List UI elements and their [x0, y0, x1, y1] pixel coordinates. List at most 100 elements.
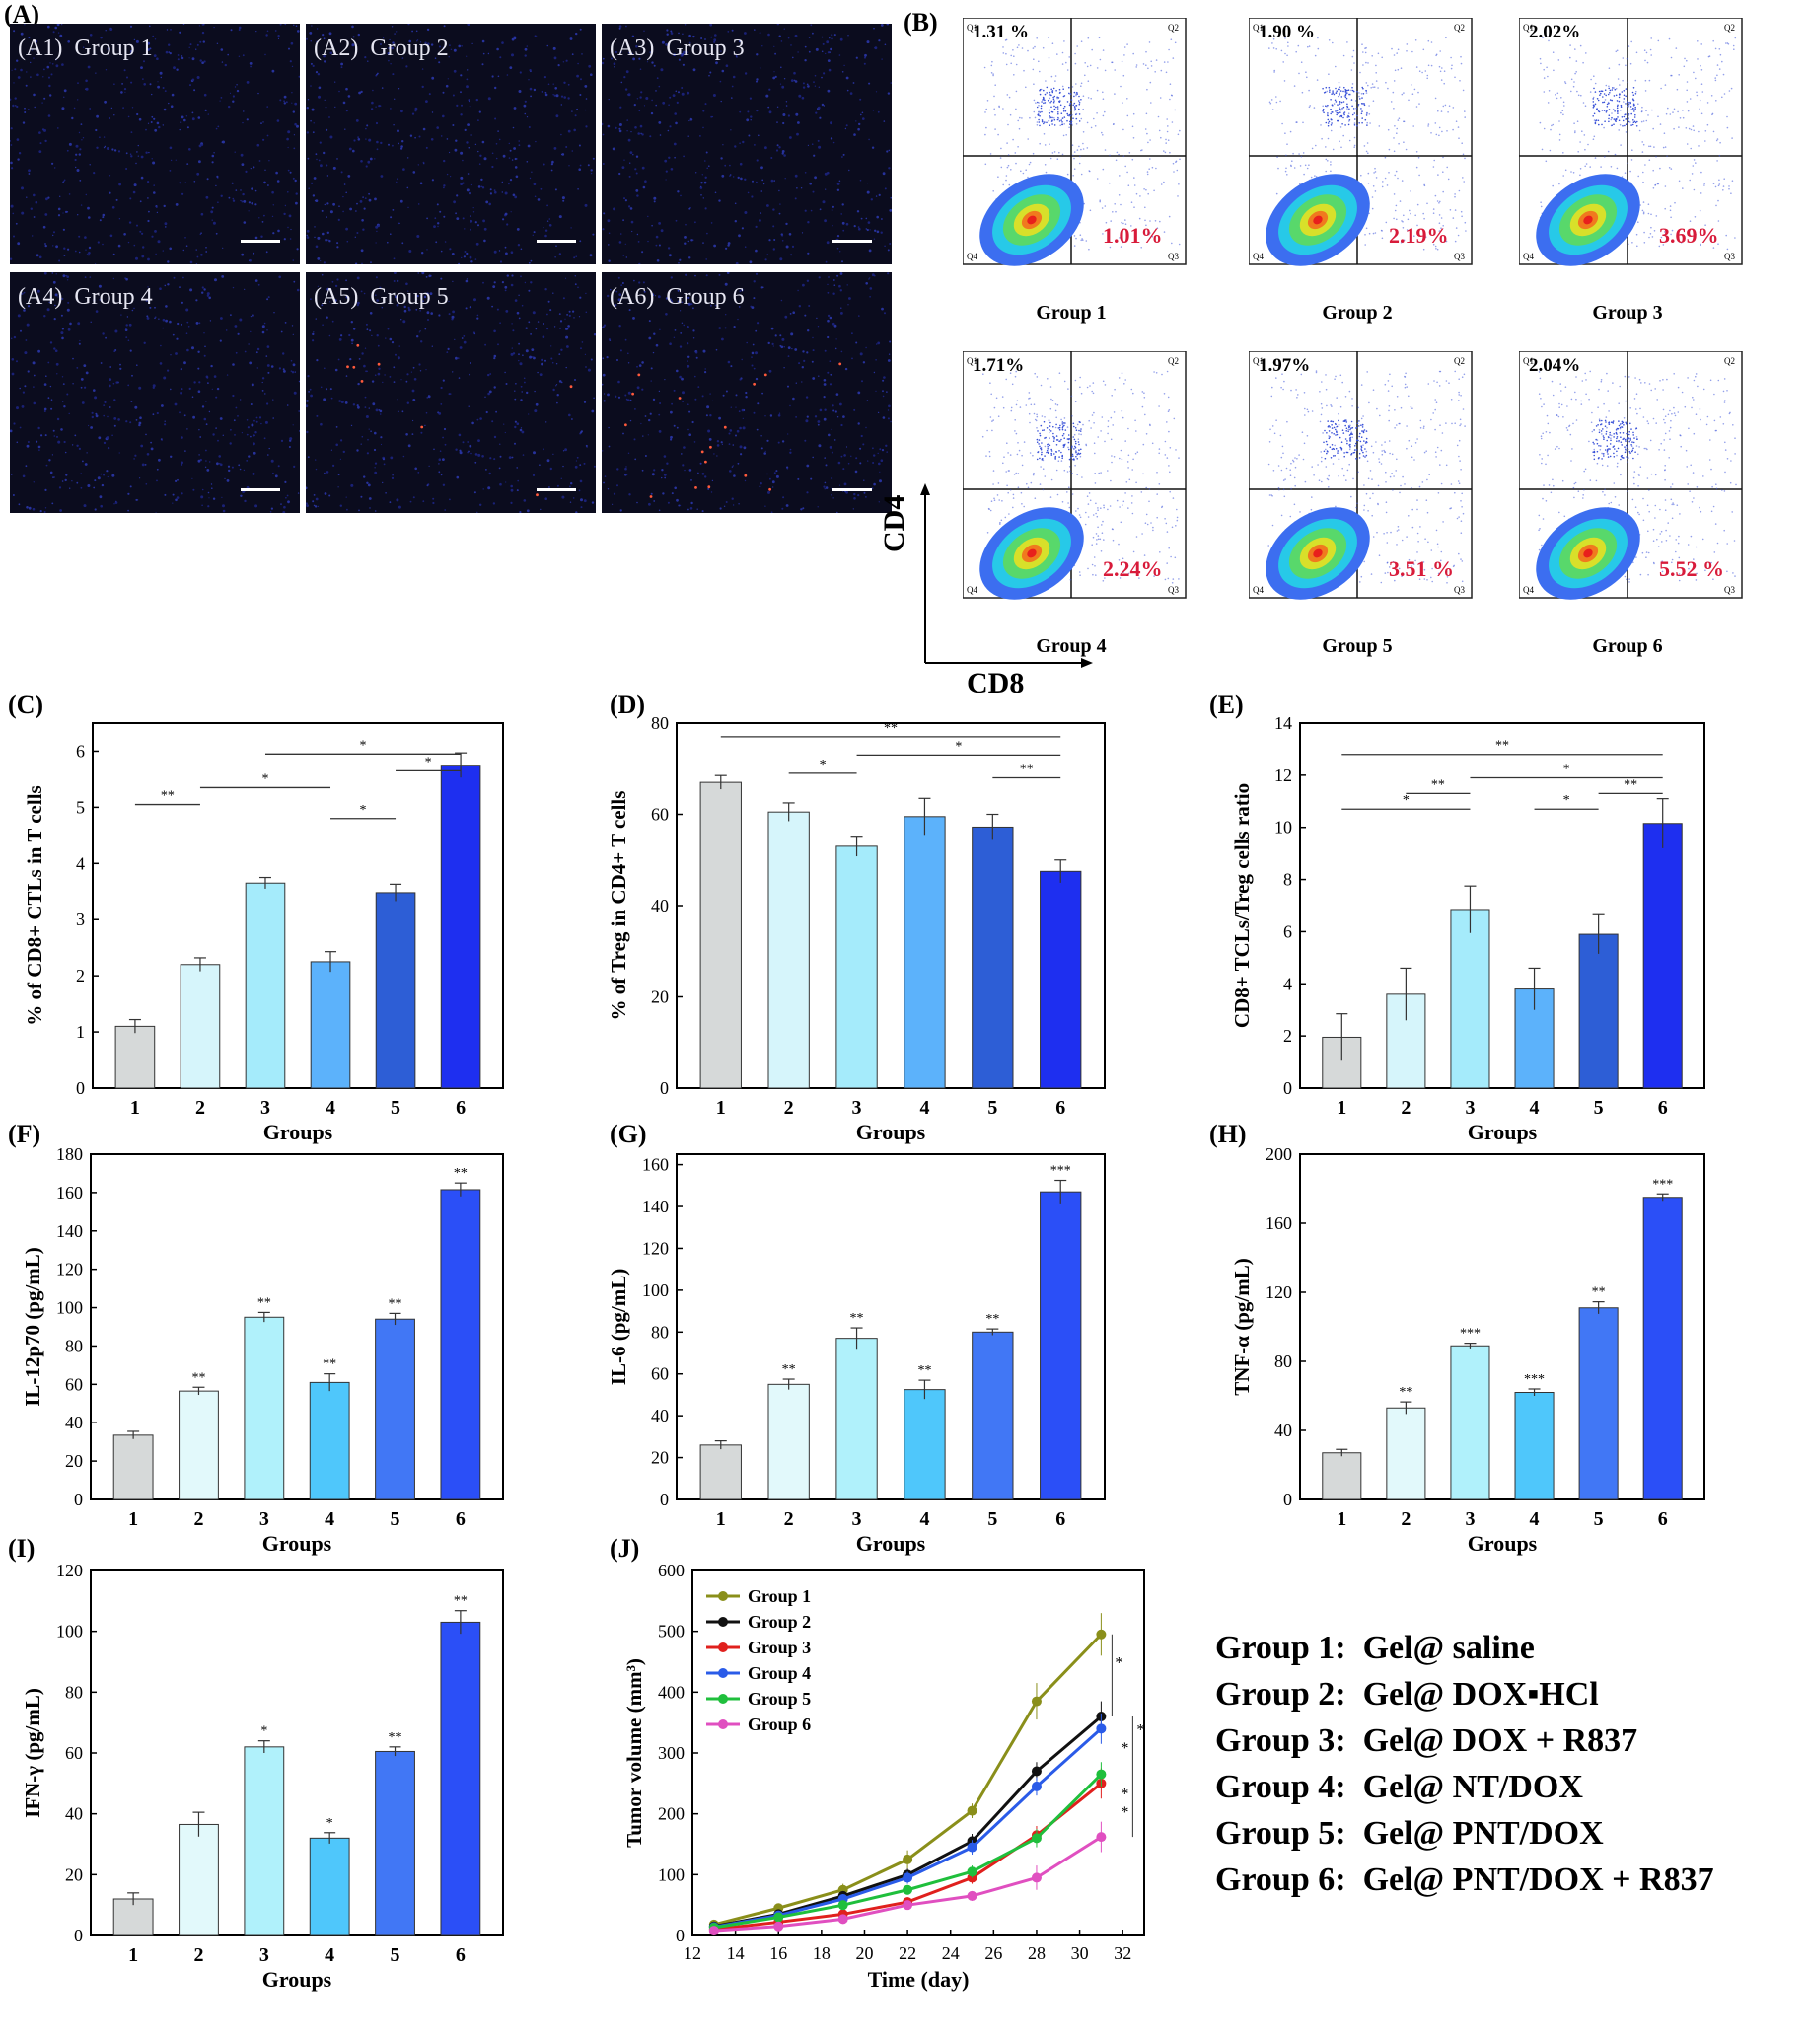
series-point: [903, 1872, 912, 1882]
significance-star: **: [1020, 763, 1034, 777]
quadrant-label: Q3: [1454, 252, 1465, 261]
q1-percent: 1.71%: [973, 355, 1024, 377]
x-tick-label: 1: [716, 1508, 726, 1530]
x-tick-label: 5: [1594, 1097, 1604, 1119]
bar-group-6: [441, 1190, 480, 1499]
x-tick-label: 2: [193, 1508, 203, 1530]
x-tick-label: 4: [1530, 1508, 1540, 1530]
y-tick-label: 4: [1283, 974, 1292, 993]
x-tick-label: 6: [1658, 1097, 1668, 1119]
bar-group-4: [1515, 1393, 1554, 1500]
panel-label: (H): [1209, 1120, 1247, 1148]
x-tick-label: 16: [769, 1943, 787, 1963]
x-tick-label: 3: [259, 1944, 269, 1966]
quadrant-label: Q4: [967, 252, 977, 261]
y-axis-label: Tumor volume (mm³): [622, 1658, 646, 1848]
series-point: [1032, 1833, 1042, 1843]
x-axis-label: Groups: [1468, 1531, 1538, 1556]
x-tick-label: 6: [1055, 1508, 1065, 1530]
significance-star: **: [1624, 777, 1637, 792]
scale-bar: [537, 240, 576, 243]
y-tick-label: 6: [1283, 921, 1292, 941]
y-tick-label: 0: [676, 1926, 685, 1945]
tile-label: (A4) Group 4: [18, 284, 153, 311]
significance-star: **: [850, 1311, 864, 1326]
y-tick-label: 500: [658, 1622, 685, 1642]
y-tick-label: 40: [651, 896, 669, 915]
panel-label: (F): [8, 1120, 40, 1148]
y-axis-label: IL-12p70 (pg/mL): [21, 1247, 44, 1407]
x-tick-label: 2: [784, 1508, 794, 1530]
x-tick-label: 2: [784, 1097, 794, 1119]
x-tick-label: 2: [1401, 1508, 1411, 1530]
y-axis-label: CD8+ TCLs/Treg cells ratio: [1230, 783, 1254, 1028]
bar-group-6: [1643, 1198, 1682, 1499]
x-tick-label: 28: [1028, 1943, 1046, 1963]
quadrant-label: Q4: [967, 585, 977, 595]
flow-group-label: Group 6: [1558, 635, 1697, 658]
x-tick-label: 1: [716, 1097, 726, 1119]
x-tick-label: 32: [1114, 1943, 1131, 1963]
y-tick-label: 60: [65, 1743, 83, 1763]
tile-label: (A2) Group 2: [314, 36, 449, 62]
series-point: [1096, 1832, 1106, 1842]
y-tick-label: 20: [65, 1451, 83, 1471]
x-tick-label: 4: [919, 1097, 929, 1119]
q3-percent: 2.24%: [1103, 556, 1163, 582]
significance-star: *: [955, 739, 962, 754]
q3-percent: 3.51 %: [1389, 556, 1454, 582]
series-legend-label: Group 5: [748, 1689, 811, 1709]
x-tick-label: 6: [456, 1097, 466, 1119]
y-tick-label: 200: [658, 1804, 685, 1824]
significance-star: **: [1431, 777, 1445, 792]
quadrant-label: Q3: [1454, 585, 1465, 595]
legend-entry-group-5: Group 5: Gel@ PNT/DOX: [1215, 1815, 1604, 1853]
series-point: [838, 1900, 848, 1910]
significance-star: **: [917, 1363, 931, 1378]
y-tick-label: 14: [1274, 713, 1292, 733]
y-tick-label: 80: [651, 713, 669, 733]
y-tick-label: 200: [1266, 1144, 1292, 1164]
quadrant-label: Q2: [1168, 23, 1179, 33]
bar-group-5: [973, 827, 1013, 1088]
significance-star: *: [425, 755, 432, 769]
quadrant-label: Q4: [1253, 252, 1264, 261]
significance-star: ***: [1524, 1372, 1545, 1387]
q3-percent: 2.19%: [1389, 223, 1449, 249]
bar-group-5: [973, 1332, 1013, 1499]
x-axis-label: Time (day): [868, 1967, 970, 1992]
x-tick-label: 4: [325, 1944, 334, 1966]
y-tick-label: 100: [642, 1280, 669, 1300]
bar-group-3: [836, 846, 877, 1088]
q3-percent: 1.01%: [1103, 223, 1163, 249]
significance-star: *: [260, 1724, 267, 1739]
legend-entry-group-6: Group 6: Gel@ PNT/DOX + R837: [1215, 1862, 1714, 1899]
significance-star: *: [261, 771, 268, 786]
q3-percent: 5.52 %: [1659, 556, 1724, 582]
bar-group-6: [1643, 824, 1682, 1088]
y-tick-label: 120: [56, 1561, 83, 1580]
significance-star: *: [820, 758, 827, 772]
y-tick-label: 2: [76, 966, 85, 986]
y-tick-label: 600: [658, 1561, 685, 1580]
tile-label: (A1) Group 1: [18, 36, 153, 62]
significance-star: *: [360, 803, 367, 818]
x-tick-label: 26: [984, 1943, 1002, 1963]
x-tick-label: 3: [852, 1508, 862, 1530]
bar-group-4: [311, 962, 350, 1088]
y-tick-label: 0: [1283, 1490, 1292, 1509]
micrograph-a3: (A3) Group 3: [602, 24, 892, 264]
significance-star: ***: [1460, 1327, 1481, 1342]
series-point: [773, 1913, 783, 1923]
significance-star: **: [782, 1362, 796, 1377]
y-tick-label: 80: [65, 1336, 83, 1355]
series-point: [1096, 1770, 1106, 1780]
y-tick-label: 0: [1283, 1078, 1292, 1098]
bar-group-2: [180, 1391, 219, 1499]
y-tick-label: 0: [76, 1078, 85, 1098]
